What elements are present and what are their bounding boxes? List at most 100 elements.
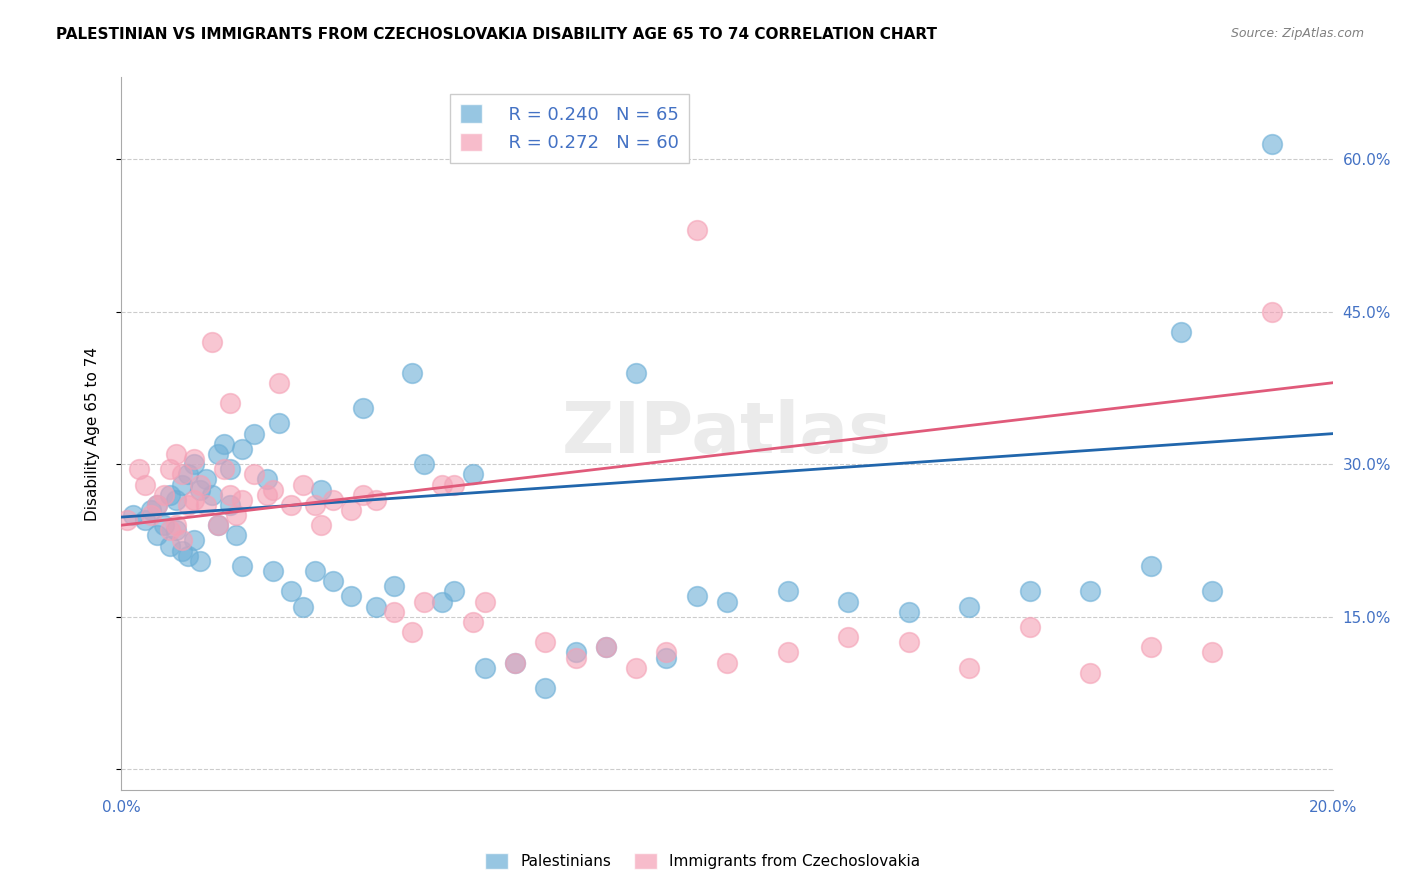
Point: [1140, 640, 1163, 655]
Point: [134, 477, 156, 491]
Point: [322, 492, 344, 507]
Point: [1080, 665, 1102, 680]
Point: [1080, 584, 1102, 599]
Point: [340, 503, 363, 517]
Point: [267, 376, 290, 390]
Point: [716, 656, 738, 670]
Point: [1018, 584, 1040, 599]
Point: [146, 498, 169, 512]
Point: [212, 437, 235, 451]
Point: [382, 579, 405, 593]
Point: [262, 564, 284, 578]
Point: [401, 625, 423, 640]
Point: [280, 498, 302, 512]
Point: [194, 498, 217, 512]
Point: [243, 467, 266, 482]
Point: [413, 594, 436, 608]
Point: [262, 483, 284, 497]
Point: [152, 518, 174, 533]
Point: [309, 518, 332, 533]
Point: [716, 594, 738, 608]
Legend: Palestinians, Immigrants from Czechoslovakia: Palestinians, Immigrants from Czechoslov…: [479, 847, 927, 875]
Point: [146, 498, 169, 512]
Point: [624, 661, 647, 675]
Point: [364, 599, 387, 614]
Point: [212, 462, 235, 476]
Point: [141, 503, 163, 517]
Point: [353, 488, 375, 502]
Point: [134, 513, 156, 527]
Point: [231, 558, 253, 573]
Point: [183, 457, 205, 471]
Point: [219, 462, 242, 476]
Point: [1261, 304, 1284, 318]
Point: [146, 528, 169, 542]
Point: [159, 524, 181, 538]
Point: [256, 472, 278, 486]
Point: [207, 518, 229, 533]
Point: [122, 508, 145, 522]
Point: [364, 492, 387, 507]
Point: [159, 488, 181, 502]
Point: [897, 635, 920, 649]
Text: PALESTINIAN VS IMMIGRANTS FROM CZECHOSLOVAKIA DISABILITY AGE 65 TO 74 CORRELATIO: PALESTINIAN VS IMMIGRANTS FROM CZECHOSLO…: [56, 27, 938, 42]
Point: [256, 488, 278, 502]
Point: [382, 605, 405, 619]
Point: [461, 467, 484, 482]
Point: [225, 508, 247, 522]
Point: [595, 640, 617, 655]
Point: [231, 442, 253, 456]
Point: [177, 549, 200, 563]
Point: [432, 594, 454, 608]
Point: [128, 462, 150, 476]
Point: [595, 640, 617, 655]
Point: [115, 513, 138, 527]
Point: [170, 467, 193, 482]
Point: [624, 366, 647, 380]
Point: [304, 498, 326, 512]
Point: [170, 533, 193, 548]
Point: [188, 477, 211, 491]
Legend:   R = 0.240   N = 65,   R = 0.272   N = 60: R = 0.240 N = 65, R = 0.272 N = 60: [450, 94, 689, 163]
Point: [443, 584, 465, 599]
Point: [322, 574, 344, 589]
Point: [413, 457, 436, 471]
Y-axis label: Disability Age 65 to 74: Disability Age 65 to 74: [86, 347, 100, 521]
Point: [503, 656, 526, 670]
Point: [231, 492, 253, 507]
Point: [165, 447, 187, 461]
Point: [534, 681, 557, 695]
Point: [461, 615, 484, 629]
Point: [443, 477, 465, 491]
Point: [1261, 136, 1284, 151]
Point: [957, 661, 980, 675]
Point: [165, 492, 187, 507]
Point: [685, 223, 707, 237]
Point: [194, 472, 217, 486]
Point: [177, 467, 200, 482]
Point: [564, 650, 586, 665]
Point: [207, 447, 229, 461]
Point: [267, 417, 290, 431]
Point: [1201, 645, 1223, 659]
Point: [474, 661, 496, 675]
Point: [897, 605, 920, 619]
Point: [159, 539, 181, 553]
Point: [159, 462, 181, 476]
Point: [207, 518, 229, 533]
Text: Source: ZipAtlas.com: Source: ZipAtlas.com: [1230, 27, 1364, 40]
Point: [776, 645, 799, 659]
Point: [183, 533, 205, 548]
Point: [1201, 584, 1223, 599]
Point: [291, 477, 314, 491]
Point: [188, 554, 211, 568]
Point: [183, 492, 205, 507]
Point: [291, 599, 314, 614]
Point: [280, 584, 302, 599]
Point: [201, 334, 224, 349]
Point: [957, 599, 980, 614]
Point: [201, 488, 224, 502]
Point: [837, 594, 859, 608]
Point: [655, 650, 678, 665]
Point: [219, 396, 242, 410]
